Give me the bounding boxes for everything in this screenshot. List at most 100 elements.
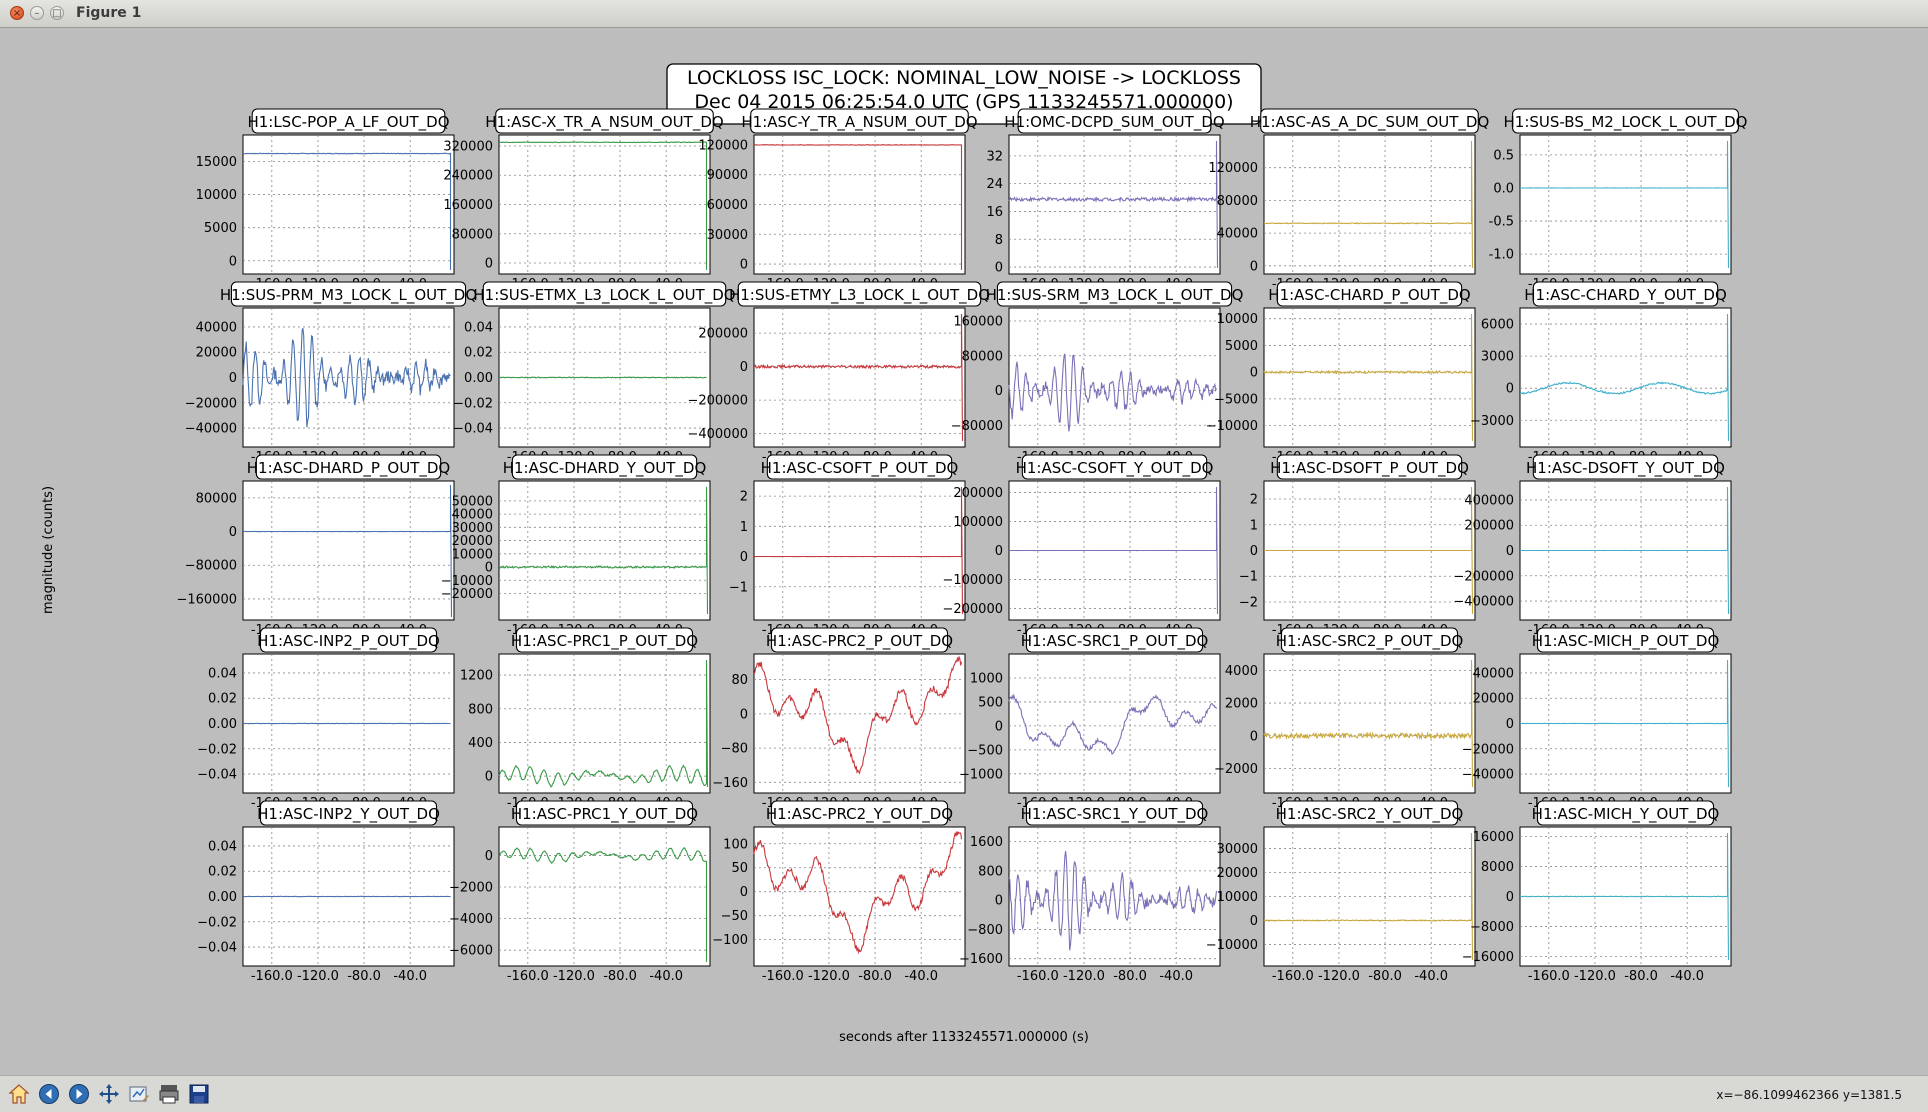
y-tick-label: 1600 xyxy=(970,835,1003,850)
y-tick-label: 2 xyxy=(1250,493,1258,508)
y-tick-label: 4000 xyxy=(1225,664,1258,679)
subplot-title-box xyxy=(1017,108,1212,134)
series-line xyxy=(242,895,451,898)
subplot-panel[interactable]: -160.0-120.0-80.0-40.02000001000000−1000… xyxy=(942,454,1221,638)
axes-background xyxy=(1519,307,1732,448)
subplot-panel[interactable]: -160.0-120.0-80.0-40.012000080000400000H… xyxy=(1208,108,1490,292)
subplot-panel[interactable]: -160.0-120.0-80.0-40.0150001000050000H1:… xyxy=(196,108,455,292)
y-tick-label: 100000 xyxy=(953,515,1003,530)
subplots-icon xyxy=(129,1086,149,1102)
subplot-panel[interactable]: -160.0-120.0-80.0-40.00.50.0-0.5-1.0H1:S… xyxy=(1489,108,1748,292)
figure-canvas[interactable]: LOCKLOSS ISC_LOCK: NOMINAL_LOW_NOISE -> … xyxy=(0,28,1928,1075)
y-tick-label: 0 xyxy=(740,360,748,375)
subplot-panel[interactable]: -160.0 -120.0 -80.0 -40.0 100 50 0 −50 −100 H1:AS… xyxy=(712,800,966,984)
y-tick-label: −0.04 xyxy=(197,768,237,783)
subplot-panel[interactable]: -160.0-120.0-80.0-40.010005000−500−1000H… xyxy=(959,627,1221,811)
x-tick-label: -160.0 xyxy=(1272,969,1314,984)
axes-background xyxy=(753,307,966,448)
y-tick-label: −1 xyxy=(1239,570,1258,585)
subplot-panel[interactable]: -160.0-120.0-80.0-40.0320000240000160000… xyxy=(443,108,724,292)
subplot-title-box xyxy=(770,800,949,826)
home-button[interactable] xyxy=(6,1081,32,1107)
y-tick-label: −1 xyxy=(729,580,748,595)
subplot-panel[interactable]: -160.0 -120.0 -80.0 -40.0 30000 20000 10000 0 −1… xyxy=(1206,800,1476,984)
y-tick-label: 0 xyxy=(740,550,748,565)
subplot-title-box xyxy=(230,281,467,307)
y-tick-label: 0.02 xyxy=(208,865,237,880)
y-tick-label: −160 xyxy=(712,776,748,791)
x-tick-label: -120.0 xyxy=(808,969,850,984)
subplot-panel[interactable]: -160.0-120.0-80.0-40.00.040.020.00−0.02−… xyxy=(197,800,455,984)
subplot-panel[interactable]: -160.0-120.0-80.0-40.0210−1H1:ASC-CSOFT_… xyxy=(729,454,966,638)
save-button[interactable] xyxy=(186,1081,212,1107)
y-tick-label: 8000 xyxy=(1481,860,1514,875)
y-tick-label: 0.04 xyxy=(464,320,493,335)
x-tick-label: -160.0 xyxy=(251,969,293,984)
subplot-panel[interactable]: -160.0-120.0-80.0-40.012008004000H1:ASC-… xyxy=(460,627,711,811)
subplot-panel[interactable]: -160.0-120.0-80.0-40.00.040.020.00−0.02−… xyxy=(453,281,736,465)
subplot-panel[interactable]: -160.0-120.0-80.0-40.02000000−200000−400… xyxy=(687,281,990,465)
y-tick-label: 50000 xyxy=(452,494,493,509)
window-minimize-button[interactable]: – xyxy=(30,6,44,20)
x-tick-label: -160.0 xyxy=(1017,969,1059,984)
series-line xyxy=(498,376,707,379)
window-titlebar: × – □ Figure 1 xyxy=(0,0,1928,28)
subplot-panel[interactable]: -160.0-120.0-80.0-40.01000050000−5000−10… xyxy=(1206,281,1476,465)
subplot-panel[interactable]: -160.0-120.0-80.0-40.040000200000−20000−… xyxy=(1462,627,1732,811)
y-tick-label: 0.5 xyxy=(1493,148,1514,163)
subplot-panel[interactable]: -160.0 -120.0 -80.0 -40.0 1600 800 0 −800 −1600 H… xyxy=(959,800,1221,984)
y-tick-label: 1 xyxy=(1250,518,1258,533)
cursor-coordinates: x=−86.1099462366 y=1381.5 xyxy=(1716,1088,1902,1102)
y-tick-label: −100000 xyxy=(942,573,1003,588)
y-tick-label: 0 xyxy=(995,544,1003,559)
y-tick-label: 400 xyxy=(468,736,493,751)
y-tick-label: 0 xyxy=(995,384,1003,399)
subplot-panel[interactable]: -160.0 -120.0 -80.0 -40.0 16000 8000 0 −8000 −16… xyxy=(1462,800,1732,984)
subplot-title: H1:ASC-MICH_P_OUT_DQ xyxy=(1532,632,1720,651)
y-tick-label: 5000 xyxy=(204,221,237,236)
back-button[interactable] xyxy=(36,1081,62,1107)
pan-button[interactable] xyxy=(96,1081,122,1107)
subplot-title: H1:ASC-AS_A_DC_SUM_OUT_DQ xyxy=(1250,113,1490,132)
x-tick-label: -40.0 xyxy=(1414,969,1448,984)
y-tick-label: 0.02 xyxy=(208,692,237,707)
subplot-title-box xyxy=(1536,800,1715,826)
subplot-title: H1:ASC-CHARD_P_OUT_DQ xyxy=(1268,286,1470,305)
x-tick-label: -40.0 xyxy=(904,969,938,984)
series-line xyxy=(498,486,709,615)
series-line xyxy=(1519,140,1730,269)
y-tick-label: 320000 xyxy=(443,139,493,154)
y-tick-label: 200000 xyxy=(698,327,748,342)
y-tick-label: −3000 xyxy=(1470,414,1514,429)
y-tick-label: 20000 xyxy=(452,534,493,549)
subplot-title: H1:ASC-CSOFT_Y_OUT_DQ xyxy=(1016,459,1214,478)
y-tick-label: 0 xyxy=(1250,544,1258,559)
y-tick-label: 30000 xyxy=(707,228,748,243)
forward-button[interactable] xyxy=(66,1081,92,1107)
subplot-title-box xyxy=(770,627,949,653)
y-tick-label: 80000 xyxy=(196,491,237,506)
subplot-panel[interactable]: -160.0-120.0-80.0-40.032241680H1:OMC-DCP… xyxy=(986,108,1225,292)
series-line xyxy=(1008,486,1219,615)
subplot-title: H1:SUS-BS_M2_LOCK_L_OUT_DQ xyxy=(1504,113,1748,132)
y-tick-label: −2 xyxy=(1239,595,1258,610)
subplot-title: H1:ASC-CSOFT_P_OUT_DQ xyxy=(761,459,959,478)
subplot-panel[interactable]: -160.0 -120.0 -80.0 -40.0 0 −2000 −4000 −6000 H1… xyxy=(449,800,711,984)
y-tick-label: 60000 xyxy=(707,198,748,213)
y-tick-label: −1000 xyxy=(959,767,1003,782)
axes-background xyxy=(242,480,455,621)
window-maximize-button[interactable]: □ xyxy=(50,6,64,20)
y-tick-label: 90000 xyxy=(707,168,748,183)
subplot-panel[interactable]: -160.0-120.0-80.0-40.0210−1−2H1:ASC-DSOF… xyxy=(1239,454,1476,638)
subplots-button[interactable] xyxy=(126,1081,152,1107)
subplot-title-box xyxy=(1280,800,1459,826)
x-tick-label: -80.0 xyxy=(858,969,892,984)
suptitle-line1: LOCKLOSS ISC_LOCK: NOMINAL_LOW_NOISE -> … xyxy=(687,67,1241,89)
y-tick-label: 10000 xyxy=(1217,312,1258,327)
y-tick-label: 40000 xyxy=(196,320,237,335)
window-close-button[interactable]: × xyxy=(10,6,24,20)
series-line xyxy=(1008,693,1217,755)
subplot-panel[interactable]: -160.0-120.0-80.0-40.040000200000−20000−… xyxy=(185,281,477,465)
zoom-button[interactable] xyxy=(156,1081,182,1107)
suptitle-line2: Dec 04 2015 06:25:54.0 UTC (GPS 11332455… xyxy=(694,91,1233,113)
